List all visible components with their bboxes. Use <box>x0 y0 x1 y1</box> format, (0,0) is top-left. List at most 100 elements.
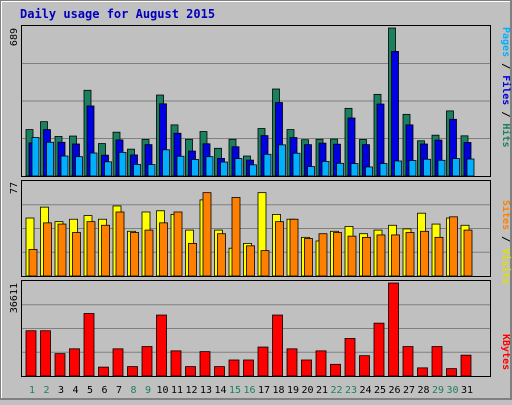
legend-sep-1: / <box>500 63 511 69</box>
bar-kbytes-day-3 <box>54 353 66 377</box>
xtick-label-day-31: 31 <box>461 385 473 396</box>
legend-kbytes: KBytes <box>500 334 511 370</box>
bar-kbytes-day-11 <box>170 350 182 377</box>
bar-files-day-26 <box>391 51 399 177</box>
legend-sep-2: / <box>500 111 511 117</box>
bar-pages-day-7 <box>118 151 127 177</box>
bar-sites-day-4 <box>72 232 81 277</box>
bar-kbytes-day-23 <box>344 338 356 377</box>
bar-pages-day-6 <box>104 161 112 177</box>
legend-hits: Hits <box>500 123 512 147</box>
xtick-label-day-3: 3 <box>58 385 64 396</box>
xtick-label-day-16: 16 <box>243 385 255 396</box>
bar-pages-day-27 <box>408 160 417 177</box>
xtick-label-day-29: 29 <box>432 385 444 396</box>
bar-sites-day-23 <box>347 235 357 277</box>
bar-pages-day-8 <box>133 164 141 177</box>
bar-pages-day-23 <box>350 163 359 177</box>
xtick-label-day-17: 17 <box>258 385 270 396</box>
bar-sites-day-27 <box>405 232 415 277</box>
bar-sites-day-22 <box>333 232 342 277</box>
chart-title: Daily usage for August 2015 <box>20 7 215 21</box>
bar-sites-day-26 <box>391 234 400 277</box>
xtick-label-day-23: 23 <box>345 385 357 396</box>
xtick-label-day-20: 20 <box>301 385 313 396</box>
bar-kbytes-day-31 <box>460 354 472 377</box>
ytick-max-hits: 689 <box>9 28 20 46</box>
bar-sites-day-21 <box>318 233 328 277</box>
bar-sites-day-20 <box>304 238 313 277</box>
bar-sites-day-30 <box>449 216 458 277</box>
bar-pages-day-5 <box>89 152 98 177</box>
bar-kbytes-day-19 <box>286 348 298 377</box>
xtick-label-day-21: 21 <box>316 385 328 396</box>
bar-kbytes-day-5 <box>83 313 95 377</box>
bar-kbytes-day-16 <box>243 359 254 377</box>
bar-sites-day-5 <box>86 221 96 277</box>
bar-kbytes-day-22 <box>330 363 341 377</box>
bar-sites-day-10 <box>159 222 168 277</box>
legend-sites-visits: Sites / Visits <box>500 200 512 284</box>
bar-pages-day-4 <box>75 156 83 177</box>
bar-kbytes-day-27 <box>402 346 414 377</box>
bar-sites-day-11 <box>173 211 183 277</box>
bar-sites-day-24 <box>362 236 371 277</box>
xtick-label-day-10: 10 <box>156 385 168 396</box>
bar-pages-day-17 <box>263 153 272 177</box>
bar-sites-day-13 <box>202 192 212 277</box>
bar-kbytes-day-9 <box>141 346 153 377</box>
bar-pages-day-18 <box>278 144 286 177</box>
bar-pages-day-28 <box>423 158 431 177</box>
bar-kbytes-day-17 <box>257 346 269 377</box>
xtick-label-day-25: 25 <box>374 385 386 396</box>
bar-kbytes-day-26 <box>388 282 399 377</box>
bar-pages-day-16 <box>249 164 257 177</box>
bar-kbytes-day-18 <box>272 314 283 377</box>
bar-kbytes-day-28 <box>417 367 428 377</box>
bar-sites-day-3 <box>57 223 67 277</box>
bar-sites-day-31 <box>463 229 473 277</box>
bar-sites-day-18 <box>275 221 284 277</box>
bar-pages-day-31 <box>466 158 475 177</box>
ytick-max-visits: 77 <box>9 182 20 194</box>
bar-pages-day-2 <box>46 141 54 177</box>
bar-kbytes-day-25 <box>373 322 385 377</box>
bar-pages-day-24 <box>365 166 373 177</box>
bar-kbytes-day-20 <box>301 359 312 377</box>
bar-kbytes-day-1 <box>25 330 37 377</box>
bar-sites-day-25 <box>376 234 386 277</box>
xtick-label-day-30: 30 <box>446 385 458 396</box>
bar-pages-day-21 <box>321 160 330 177</box>
xtick-label-day-11: 11 <box>171 385 183 396</box>
bar-kbytes-day-15 <box>228 359 240 377</box>
bar-pages-day-19 <box>292 152 301 177</box>
bar-kbytes-day-6 <box>98 366 109 377</box>
bar-sites-day-9 <box>144 229 154 277</box>
bar-kbytes-day-21 <box>315 350 327 377</box>
xtick-label-day-4: 4 <box>72 385 78 396</box>
bar-kbytes-day-12 <box>185 366 196 377</box>
bar-pages-day-10 <box>162 149 170 177</box>
bar-kbytes-day-24 <box>359 355 370 377</box>
bar-pages-day-30 <box>452 158 460 177</box>
bar-sites-day-2 <box>43 222 52 277</box>
xtick-label-day-12: 12 <box>185 385 197 396</box>
xtick-label-day-13: 13 <box>200 385 212 396</box>
xtick-label-day-9: 9 <box>145 385 151 396</box>
bars-layer <box>22 27 490 377</box>
ytick-max-kbytes: 36611 <box>9 283 20 313</box>
xtick-label-day-1: 1 <box>29 385 35 396</box>
xtick-label-day-14: 14 <box>214 385 226 396</box>
bar-pages-day-15 <box>234 158 243 177</box>
xtick-label-day-15: 15 <box>229 385 241 396</box>
xtick-label-day-22: 22 <box>330 385 342 396</box>
xtick-label-day-2: 2 <box>43 385 49 396</box>
xtick-label-day-19: 19 <box>287 385 299 396</box>
bar-sites-day-8 <box>130 232 139 277</box>
bar-sites-day-28 <box>420 230 429 277</box>
bar-kbytes-day-10 <box>156 314 167 377</box>
bar-kbytes-day-13 <box>199 351 211 377</box>
bar-sites-day-19 <box>289 218 299 277</box>
legend-files: Files <box>500 75 512 105</box>
bar-sites-day-15 <box>231 197 241 277</box>
